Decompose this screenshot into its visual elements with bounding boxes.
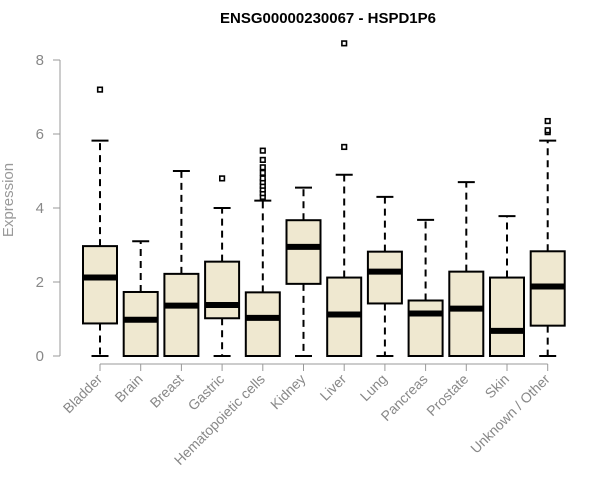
- box-kidney: [285, 186, 322, 357]
- box-gastric: [204, 175, 241, 357]
- x-tick-label: Kidney: [267, 371, 309, 413]
- outlier-point: [259, 175, 266, 182]
- outlier-point: [96, 86, 104, 93]
- outlier-point: [259, 164, 266, 171]
- y-axis-label: Expression: [0, 163, 17, 237]
- box-skin: [489, 215, 525, 357]
- x-tick-label: Lung: [357, 371, 390, 404]
- y-tick-label: 0: [36, 348, 44, 365]
- iqr-box: [366, 250, 403, 305]
- box-lung: [366, 195, 403, 357]
- x-tick-label: Bladder: [60, 371, 106, 417]
- y-axis: 0 2 4 6 8: [36, 52, 61, 365]
- outlier-point: [259, 147, 266, 154]
- outlier-point: [341, 40, 348, 47]
- x-tick-label: Skin: [482, 371, 513, 402]
- boxes-group: [82, 40, 566, 358]
- y-tick-label: 2: [36, 274, 44, 291]
- y-tick-label: 6: [36, 126, 44, 143]
- box-pancreas: [407, 218, 444, 357]
- box-liver: [326, 40, 363, 357]
- outlier-point: [544, 127, 551, 134]
- iqr-box: [285, 219, 322, 285]
- iqr-box: [407, 299, 444, 357]
- x-tick-label: Brain: [111, 371, 145, 405]
- iqr-box: [244, 291, 281, 357]
- iqr-box: [448, 270, 485, 358]
- chart-title: ENSG00000230067 - HSPD1P6: [220, 10, 436, 27]
- iqr-box: [82, 245, 118, 325]
- x-tick-label: Liver: [317, 371, 350, 404]
- y-tick-label: 4: [36, 200, 44, 217]
- box-hematopoietic-cells: [244, 147, 281, 357]
- x-tick-label: Breast: [147, 371, 187, 411]
- outlier-point: [544, 117, 551, 125]
- box-bladder: [82, 86, 118, 357]
- outlier-point: [259, 156, 266, 164]
- x-tick-label: Prostate: [423, 371, 471, 419]
- iqr-box: [204, 260, 241, 320]
- iqr-box: [163, 272, 200, 357]
- box-unknown-other: [529, 117, 566, 357]
- outlier-point: [341, 143, 348, 151]
- box-prostate: [448, 181, 485, 358]
- iqr-box: [122, 290, 159, 357]
- iqr-box: [489, 276, 525, 357]
- outlier-point: [259, 169, 266, 176]
- box-breast: [163, 170, 200, 357]
- box-brain: [122, 240, 159, 357]
- y-tick-label: 8: [36, 52, 44, 69]
- outlier-point: [219, 175, 226, 182]
